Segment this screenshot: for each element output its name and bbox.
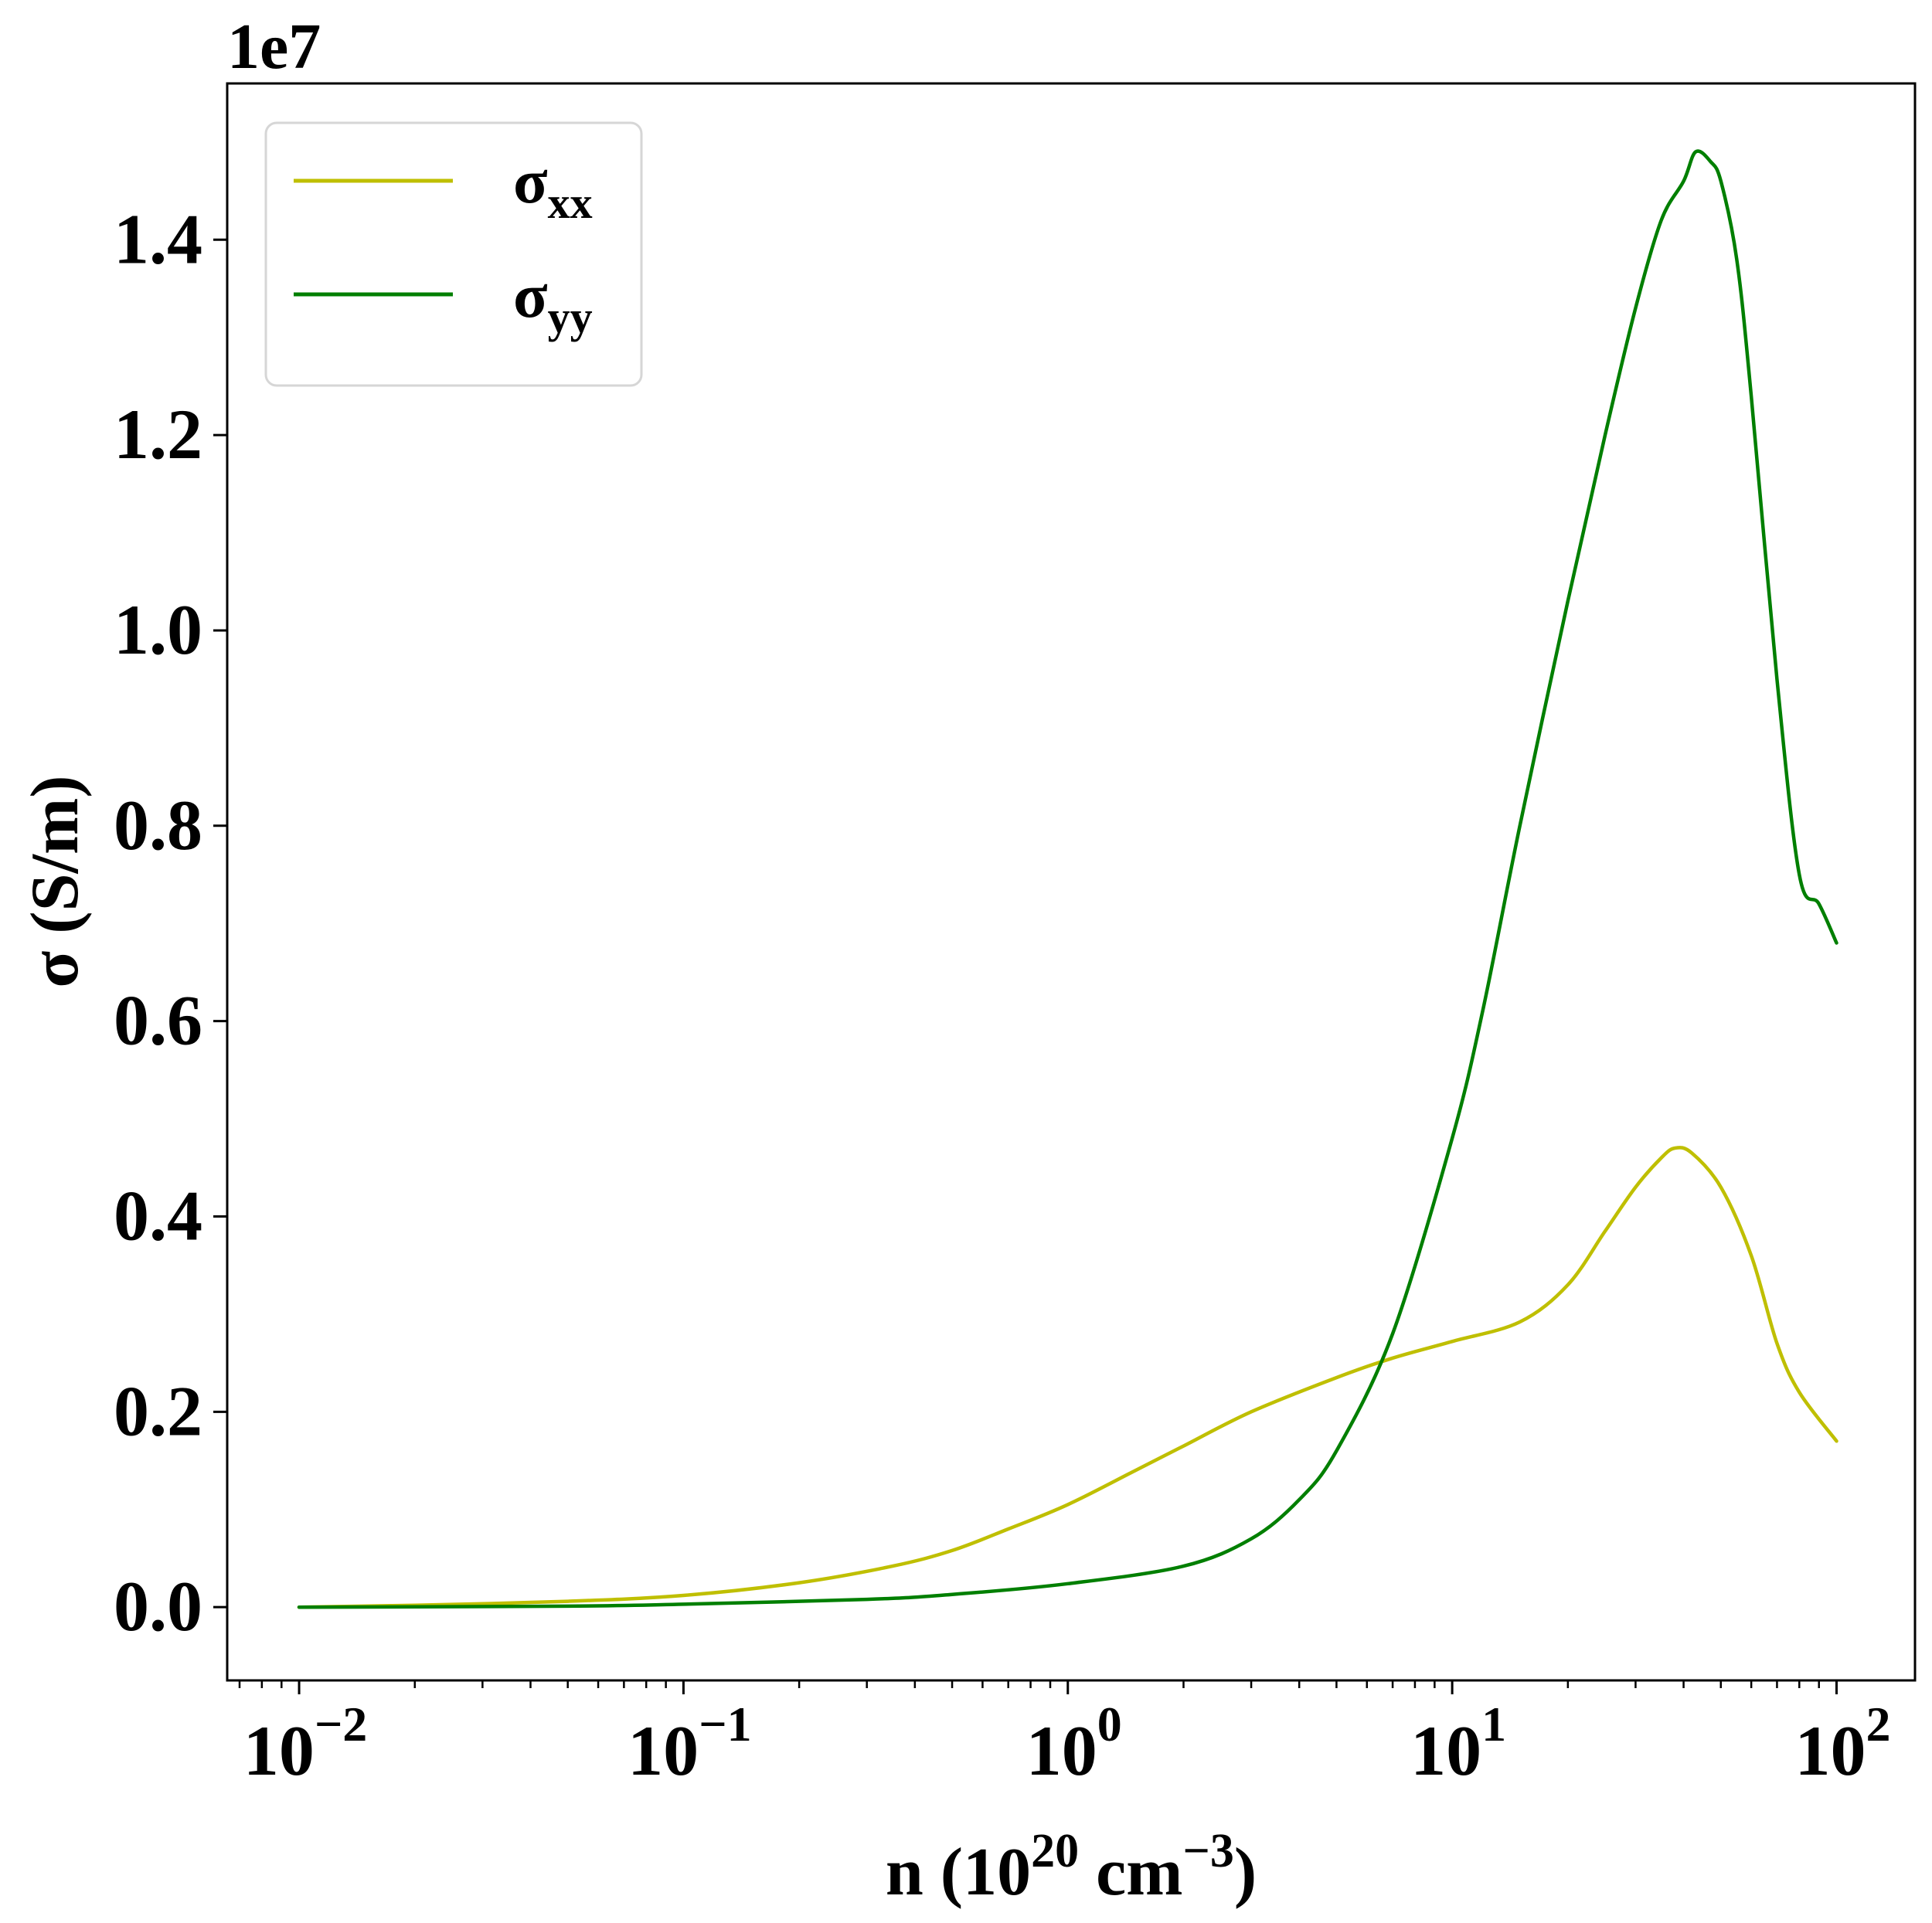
legend-label-sigma-yy: σyy xyxy=(513,260,593,342)
x-tick-label: 10−1 xyxy=(628,1697,751,1790)
x-axis-label: n (1020 cm−3) xyxy=(886,1825,1257,1910)
y-axis: 0.0 0.2 0.4 0.6 0.8 1.0 1.2 1.4 xyxy=(114,199,227,1646)
x-axis: 10−2 10−1 100 101 102 xyxy=(238,1680,1890,1790)
legend: σxx σyy xyxy=(264,121,643,387)
series-line-sigma-xx xyxy=(297,1146,1838,1609)
x-tick-label: 100 xyxy=(1026,1697,1122,1790)
plot-frame xyxy=(226,82,1917,1682)
y-tick-label: 0.6 xyxy=(114,981,202,1060)
x-tick-label: 102 xyxy=(1794,1697,1890,1790)
y-tick-label: 0.2 xyxy=(114,1371,202,1450)
y-tick-label: 0.4 xyxy=(114,1176,202,1255)
y-tick-label: 1.0 xyxy=(114,590,202,669)
y-tick-label: 0.0 xyxy=(114,1567,202,1646)
x-tick-label: 10−2 xyxy=(243,1697,367,1790)
legend-label-sigma-xx: σxx xyxy=(513,146,593,228)
y-tick-label: 1.4 xyxy=(114,199,202,278)
y-axis-label: σ (S/m) xyxy=(18,775,93,987)
y-tick-label: 1.2 xyxy=(114,395,202,474)
legend-box xyxy=(264,121,643,387)
series-line-sigma-yy xyxy=(297,149,1838,1609)
y-tick-label: 0.8 xyxy=(114,786,202,865)
x-tick-label: 101 xyxy=(1410,1697,1506,1790)
series-layer xyxy=(297,149,1838,1609)
y-offset-label: 1e7 xyxy=(227,11,321,83)
